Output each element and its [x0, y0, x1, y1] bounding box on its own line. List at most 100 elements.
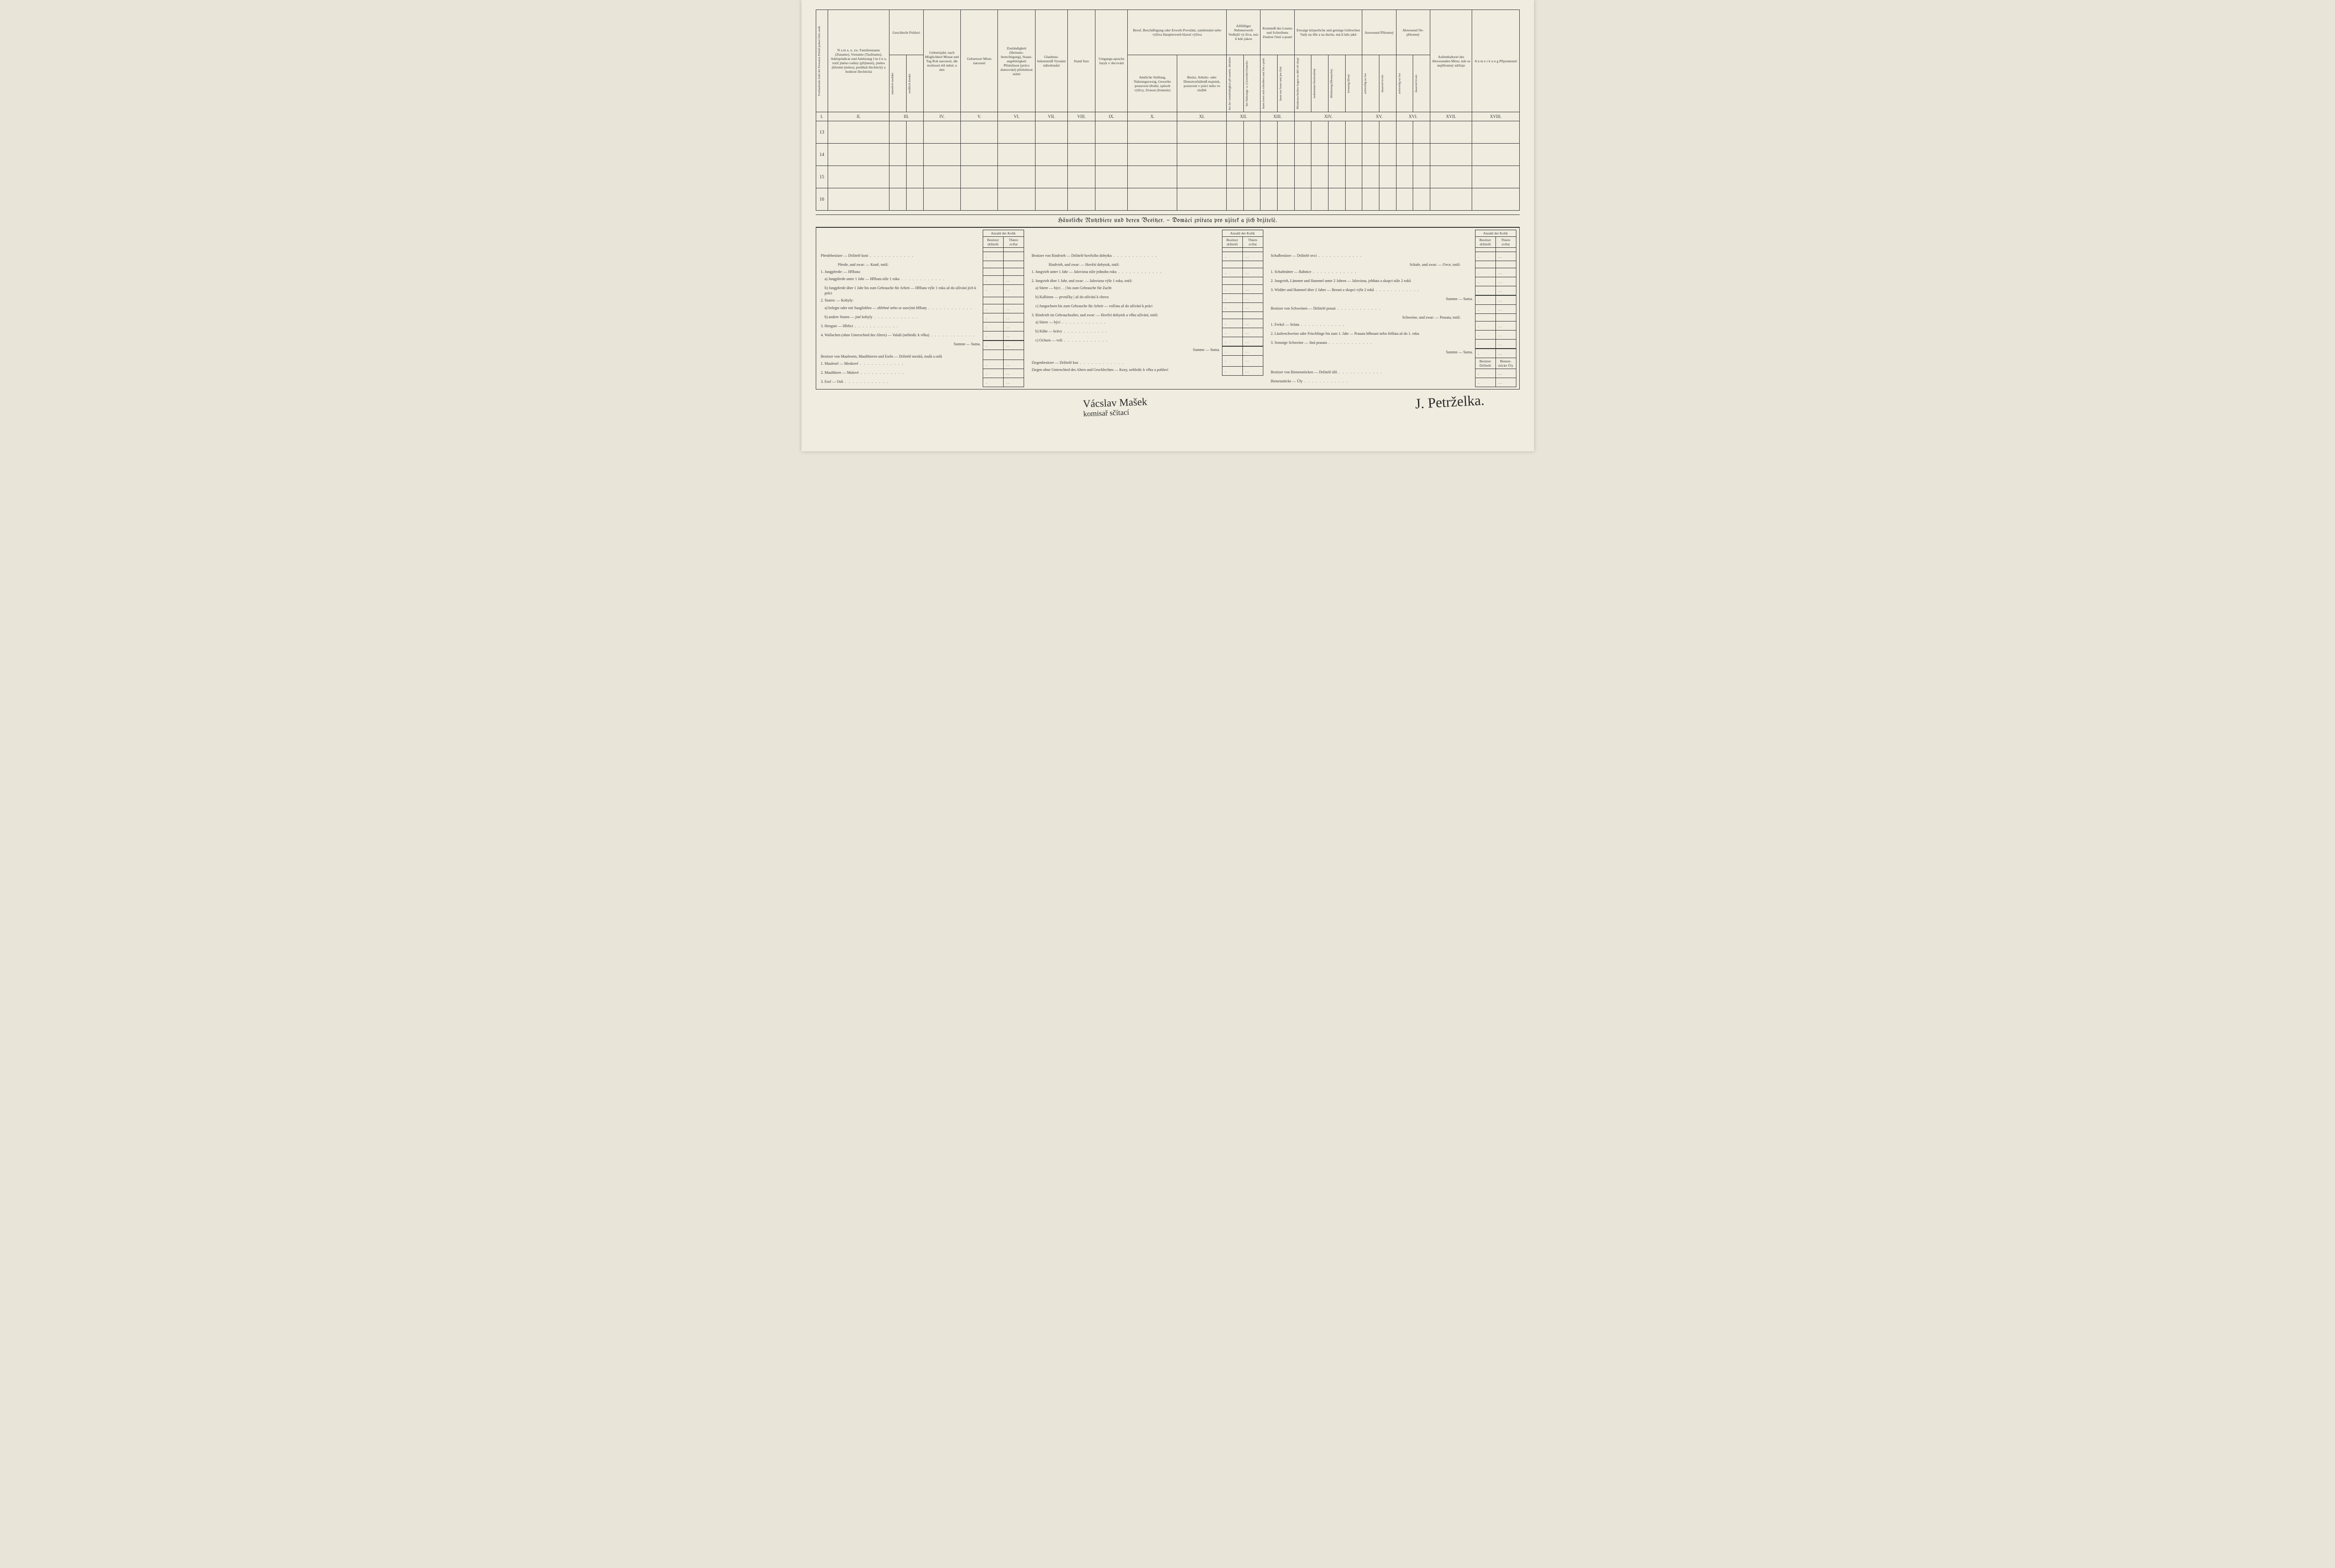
- cattle-3a: a) Stiere — býci: [1030, 319, 1222, 328]
- mules-2: 2. Maulthiere — Mulové: [819, 369, 983, 378]
- empty-cell: [828, 144, 889, 166]
- empty-cell: [1329, 121, 1346, 144]
- empty-cell: [1278, 166, 1295, 188]
- empty-cell: [906, 144, 923, 166]
- sheep-sub: Schafe, und zwar: — Ovce, totiž:: [1269, 261, 1475, 268]
- empty-cell: [889, 188, 907, 211]
- bees-1: Bienenstöcke — Úly: [1269, 378, 1475, 387]
- empty-cell: [1243, 144, 1260, 166]
- empty-cell: [1243, 121, 1260, 144]
- empty-cell: [1177, 166, 1227, 188]
- horses-4: 4. Wallachen (ohne Unterschied des Alter…: [819, 331, 983, 341]
- empty-cell: [1396, 188, 1413, 211]
- cattle-title: Besitzer von Rindvieh — Držitelé hovězíh…: [1030, 252, 1222, 261]
- empty-cell: [1243, 188, 1260, 211]
- livestock-col1: Anzahl der Kolik Besitzer držitelů Thier…: [816, 228, 1027, 390]
- empty-cell: [1177, 188, 1227, 211]
- bees-stocks-head: Bienen-stöcke Úly: [1495, 358, 1516, 369]
- empty-cell: [1095, 166, 1128, 188]
- empty-cell: [1379, 166, 1396, 188]
- empty-cell: [1430, 166, 1472, 188]
- empty-cell: [1068, 144, 1095, 166]
- row-number: 15: [816, 166, 828, 188]
- empty-cell: [1128, 144, 1177, 166]
- pigs-3: 3. Sonstige Schweine — Jiná prasata: [1269, 339, 1475, 349]
- horses-2a: a) belegte oder mit Saugfohlen — zhřebné…: [819, 304, 983, 313]
- sheep-3: 3. Widder und Hammel über 2 Jahre — Bera…: [1269, 286, 1475, 296]
- empty-cell: [923, 144, 960, 166]
- empty-cell: [1260, 144, 1278, 166]
- empty-cell: [1430, 121, 1472, 144]
- empty-cell: [1260, 121, 1278, 144]
- horses-1b: b) Jungpferde über 1 Jahr bis zum Gebrau…: [819, 284, 983, 297]
- bees-title: Besitzer von Bienenstöcken — Držitelé úl…: [1269, 369, 1475, 378]
- empty-cell: [1311, 121, 1329, 144]
- empty-cell: [889, 166, 907, 188]
- summe-1: Summe — Suma.: [819, 341, 983, 350]
- roman-16: XVI.: [1396, 112, 1430, 121]
- empty-cell: [1227, 144, 1244, 166]
- count-head-1: Anzahl der Kolik: [983, 230, 1024, 237]
- empty-cell: [1311, 144, 1329, 166]
- empty-cell: [1345, 121, 1362, 144]
- mules-3: 3. Esel — Osli: [819, 378, 983, 387]
- empty-cell: [1294, 121, 1311, 144]
- empty-cell: [1035, 144, 1067, 166]
- empty-cell: [1035, 121, 1067, 144]
- empty-cell: [1294, 188, 1311, 211]
- summe-2: Summe — Suma.: [1030, 346, 1222, 356]
- col-header-blind: Blindennu beiden Augen na obě oči slepý: [1294, 55, 1311, 112]
- livestock-section-title: Häusliche Nutzthiere und deren Besitzer.…: [816, 214, 1520, 227]
- empty-cell: [998, 144, 1035, 166]
- roman-6: VI.: [998, 112, 1035, 121]
- empty-cell: [1396, 144, 1413, 166]
- roman-10: X.: [1128, 112, 1177, 121]
- roman-7: VII.: [1035, 112, 1067, 121]
- table-row: 14: [816, 144, 1519, 166]
- sheep-title: Schafbesitzer — Držitelé ovcí: [1269, 252, 1475, 261]
- cattle-3b: b) Kühe — krávy: [1030, 328, 1222, 337]
- animals-head-2: Thiere zvířat: [1242, 237, 1263, 248]
- roman-18: XVIII.: [1472, 112, 1519, 121]
- cattle-2: 2. Jungvieh über 1 Jahr, und zwar: — Jal…: [1030, 277, 1222, 284]
- empty-cell: [1095, 144, 1128, 166]
- empty-cell: [1068, 166, 1095, 188]
- row-number: 14: [816, 144, 828, 166]
- livestock-table: Anzahl der Kolik Besitzer držitelů Thier…: [816, 227, 1520, 390]
- col-header-present-perm: dauernd trvale: [1379, 55, 1396, 112]
- table-row: 16: [816, 188, 1519, 211]
- roman-13: XIII.: [1260, 112, 1294, 121]
- sig-left-title: komisař sčítací: [1083, 408, 1148, 419]
- pigs-1: 1. Ferkel — Selata: [1269, 321, 1475, 330]
- empty-cell: [889, 121, 907, 144]
- empty-cell: [1379, 121, 1396, 144]
- horses-1a: a) Jungpferde unter 1 Jahr — Hříbata níž…: [819, 275, 983, 284]
- empty-cell: [1260, 166, 1278, 188]
- owners-head-3: Besitzer držitelů: [1475, 237, 1495, 248]
- empty-cell: [923, 188, 960, 211]
- empty-cell: [1311, 166, 1329, 188]
- col-header-seq: Fortlaufende Zahl der Personen Pořadí je…: [816, 10, 828, 112]
- roman-5: V.: [961, 112, 998, 121]
- empty-cell: [961, 144, 998, 166]
- col-header-property: Besitz, Arbeits- oder Dienstverhältniß m…: [1177, 55, 1227, 112]
- empty-cell: [828, 188, 889, 211]
- roman-2: II.: [828, 112, 889, 121]
- empty-cell: [1243, 166, 1260, 188]
- col-header-side-b: bei Nahrungs- u. (Gewerbe) řemeslo: [1243, 55, 1260, 112]
- roman-4: IV.: [923, 112, 960, 121]
- empty-cell: [906, 166, 923, 188]
- goats-title: Ziegenbesitzer — Držitelé koz: [1030, 355, 1222, 366]
- count-head-3: Anzahl der Kolik: [1475, 230, 1516, 237]
- col-header-deafmute: taubstumm hluchoněmý: [1311, 55, 1329, 112]
- empty-cell: [1227, 121, 1244, 144]
- pigs-sub: Schweine, und zwar: — Prasata, totiž:: [1269, 314, 1475, 321]
- cattle-sub: Rindvieh, und zwar: — Hovězí dobytok, to…: [1030, 261, 1222, 268]
- empty-cell: [1472, 188, 1519, 211]
- empty-cell: [1362, 144, 1379, 166]
- sheep-2: 2. Jungvieh, Lämmer und Hammel unter 2 J…: [1269, 277, 1475, 286]
- empty-cell: [1128, 121, 1177, 144]
- summe-4: Summe — Suma.: [1269, 349, 1475, 358]
- empty-cell: [1472, 121, 1519, 144]
- bees-owners-head: Besitzer Držitelé: [1475, 358, 1495, 369]
